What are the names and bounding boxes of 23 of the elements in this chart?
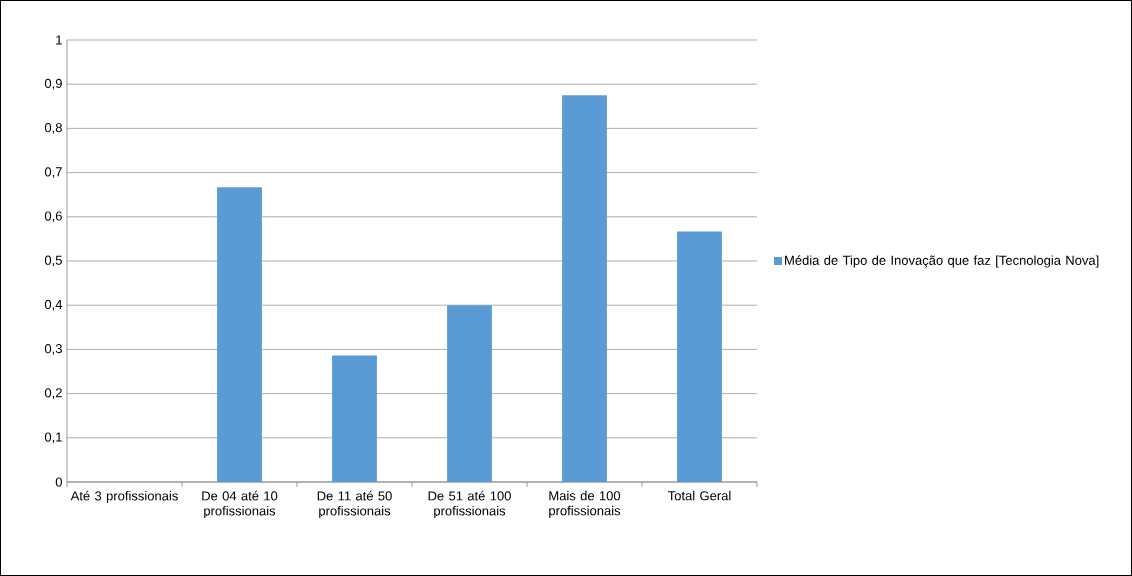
y-tick-label: 0,8 (44, 123, 62, 134)
x-tick-label: De 51 até 100 profissionais (428, 490, 511, 519)
y-tick-label: 0,7 (44, 167, 62, 178)
bar (217, 187, 262, 482)
bar (332, 355, 377, 482)
y-tick-label: 0,4 (44, 299, 63, 311)
x-tick-label: Mais de 100 profissionais (549, 490, 621, 518)
y-tick-label: 0,2 (44, 388, 62, 399)
y-tick-label: 0 (55, 477, 62, 487)
y-tick-label: 0,1 (44, 432, 62, 444)
x-tick-label: Total Geral (668, 490, 731, 501)
bar (447, 305, 492, 482)
y-tick-label: 0,3 (44, 344, 62, 355)
y-tick-label: 0,6 (44, 211, 62, 223)
y-tick-label: 1 (56, 35, 62, 45)
legend-label: Média de Tipo de Inovação que faz [Tecnologia Nova] (785, 255, 1099, 268)
x-tick-label: De 04 até 10 profissionais (202, 490, 278, 519)
y-tick-label: 0,5 (44, 255, 62, 267)
x-tick-label: De 11 até 50 profissionais (317, 490, 392, 519)
bar (562, 95, 607, 482)
y-tick-label: 0,9 (44, 78, 62, 90)
x-tick-label: Até 3 profissionais (70, 490, 178, 504)
bar (677, 231, 722, 482)
